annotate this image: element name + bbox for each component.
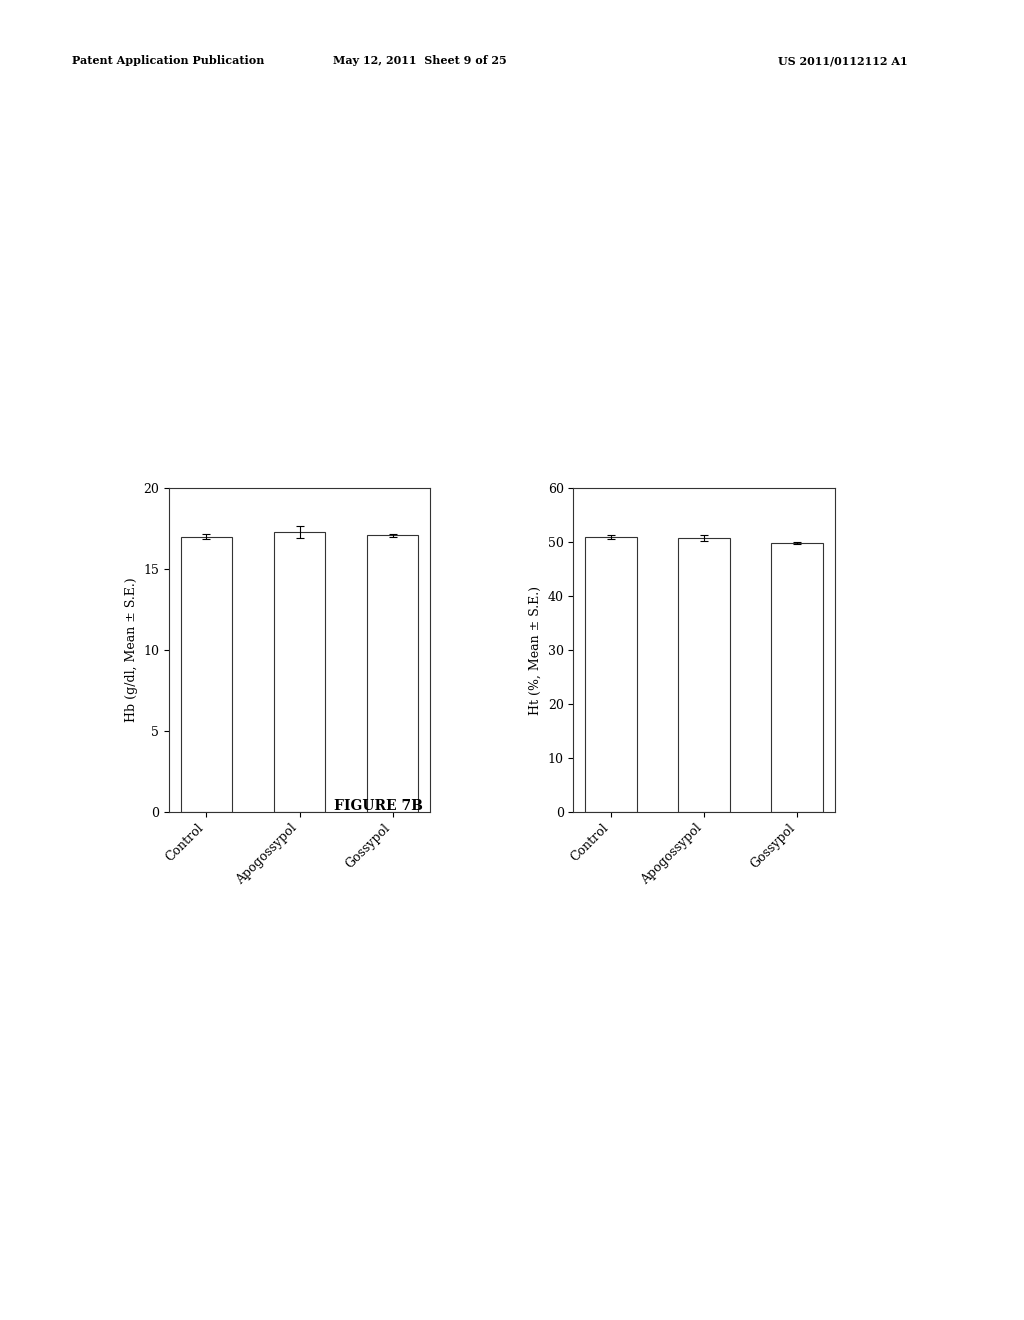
Bar [771, 544, 822, 812]
Bar [274, 532, 326, 812]
Bar [181, 537, 232, 812]
Bar [586, 537, 637, 812]
Text: US 2011/0112112 A1: US 2011/0112112 A1 [778, 55, 908, 66]
Text: Patent Application Publication: Patent Application Publication [72, 55, 264, 66]
Y-axis label: Ht (%, Mean ± S.E.): Ht (%, Mean ± S.E.) [529, 586, 542, 714]
Y-axis label: Hb (g/dl, Mean ± S.E.): Hb (g/dl, Mean ± S.E.) [125, 578, 137, 722]
Text: FIGURE 7B: FIGURE 7B [335, 799, 423, 813]
Bar [679, 539, 730, 812]
Bar [367, 536, 418, 812]
Text: May 12, 2011  Sheet 9 of 25: May 12, 2011 Sheet 9 of 25 [333, 55, 507, 66]
